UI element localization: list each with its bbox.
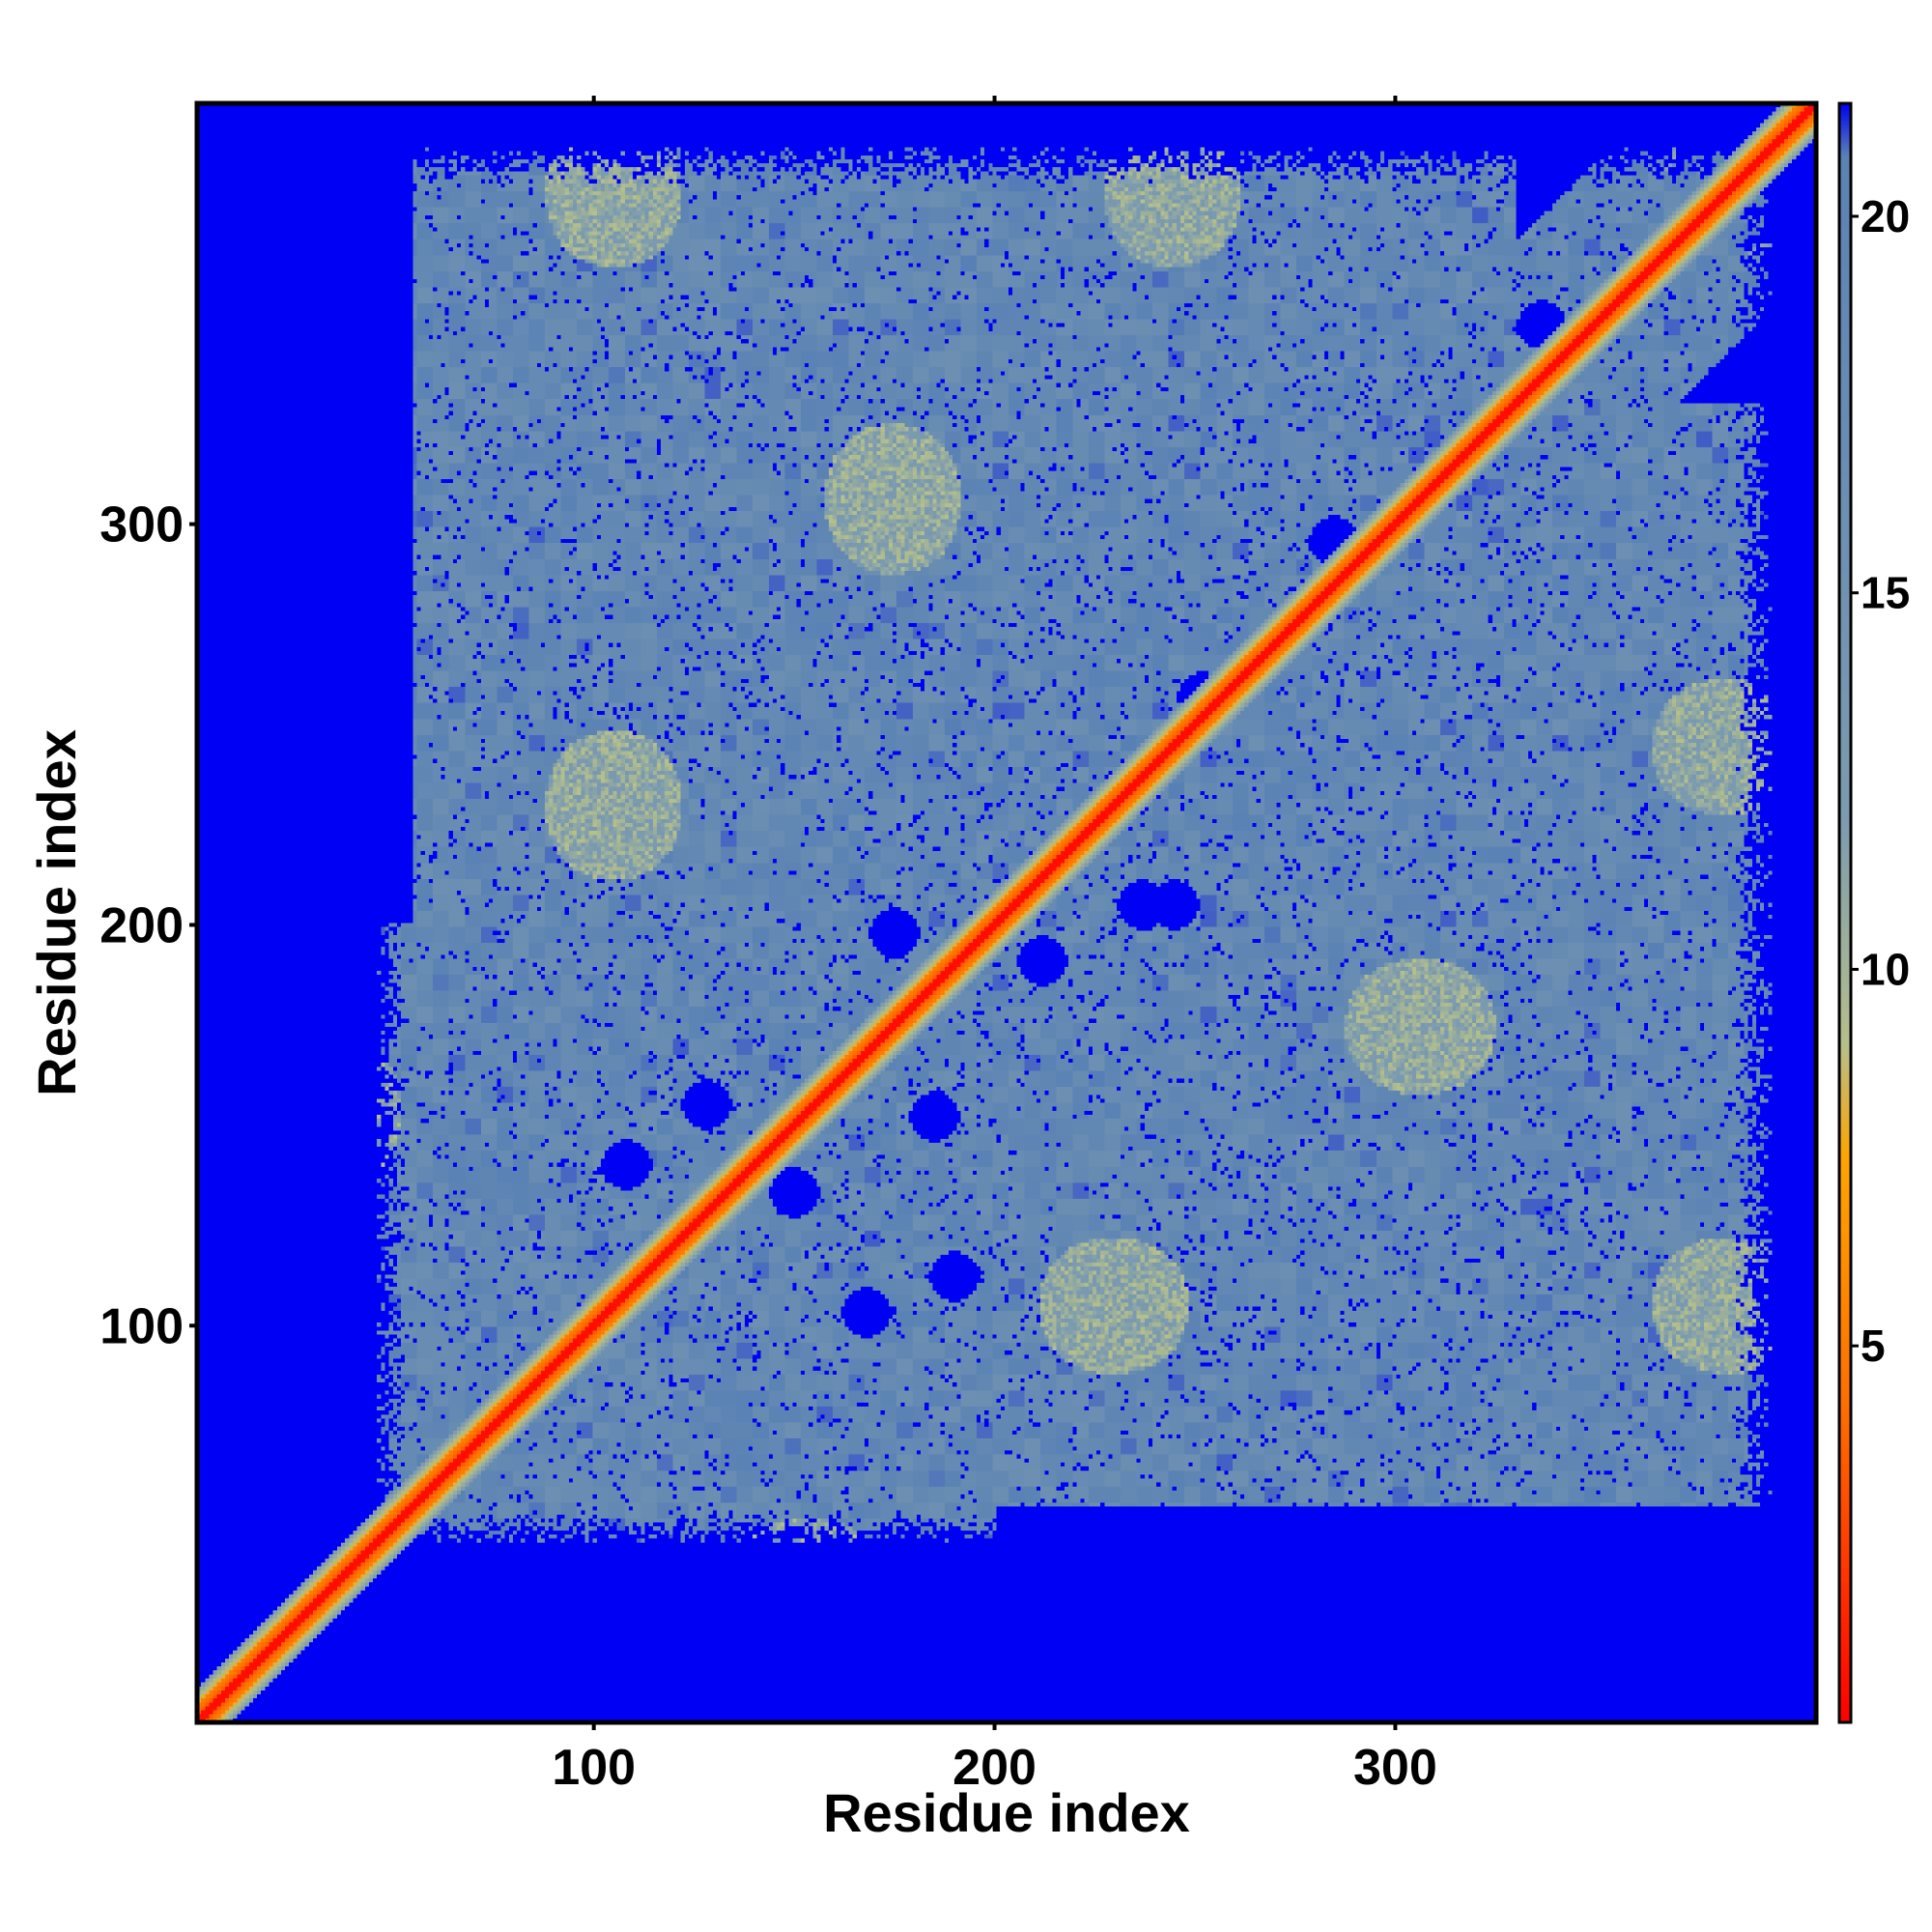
colorbar-tick-label: 20 (1861, 191, 1910, 242)
colorbar-frame (1837, 101, 1853, 1724)
colorbar-tick-label: 10 (1861, 944, 1910, 994)
heatmap-cells (197, 103, 1816, 1722)
y-tick-label: 300 (99, 497, 184, 554)
colorbar-tick-label: 15 (1861, 568, 1910, 618)
colorbar-axis: 5 10 15 20 (1851, 191, 1910, 1371)
y-tick-label: 100 (99, 1298, 184, 1354)
x-tick-label: 200 (952, 1740, 1037, 1796)
x-axis-title: Residue index (823, 1782, 1190, 1843)
x-tick-label: 300 (1353, 1740, 1437, 1796)
x-axis: 100 200 300 (552, 96, 1437, 1796)
x-tick-label: 100 (552, 1740, 636, 1796)
colorbar-tick-label: 5 (1861, 1321, 1886, 1371)
y-axis: 100 200 300 (99, 497, 197, 1354)
plot-frame (194, 100, 1819, 1725)
colorbar-gradient (1839, 103, 1851, 1722)
y-axis-title: Residue index (26, 729, 87, 1096)
y-tick-label: 200 (99, 897, 184, 953)
